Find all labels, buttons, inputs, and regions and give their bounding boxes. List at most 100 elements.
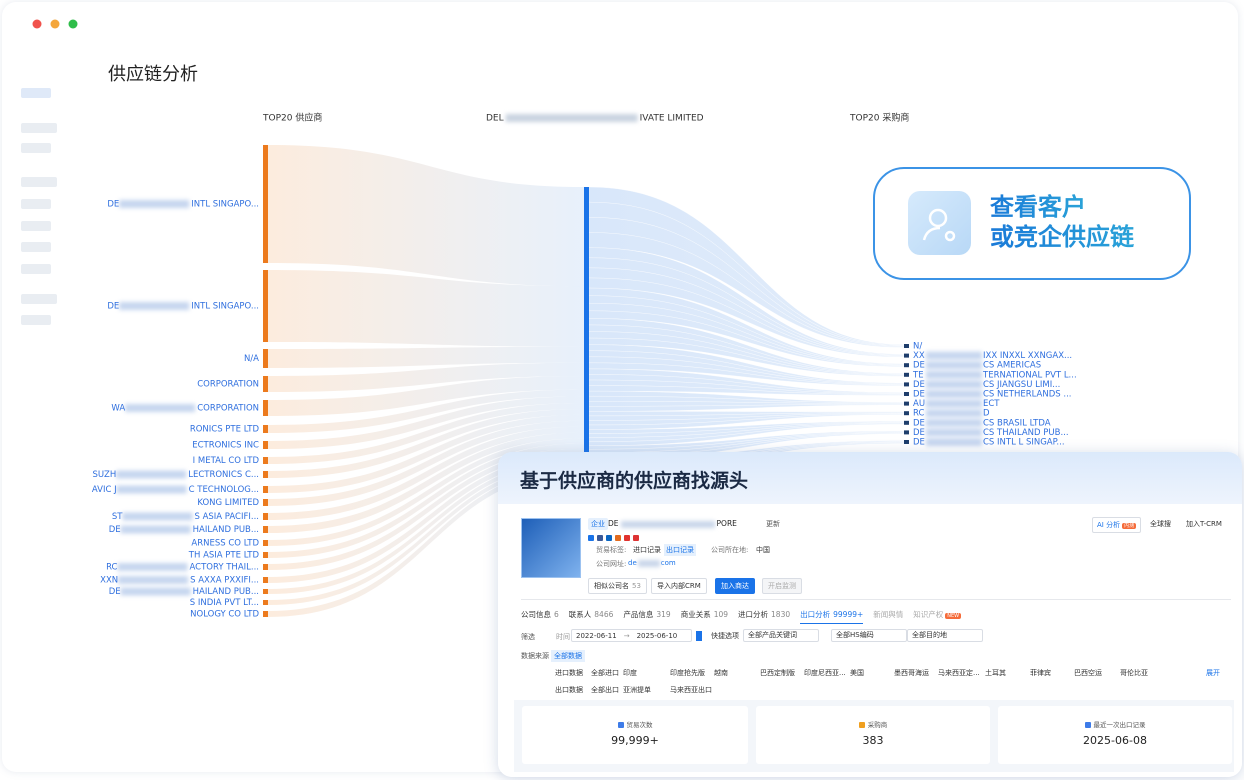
tab[interactable]: 进口分析 1830: [738, 609, 790, 624]
supplier-node: [263, 270, 268, 342]
field-label: 数据来源: [521, 652, 549, 660]
supplier-label: DE: [107, 302, 119, 312]
source-item[interactable]: 印度尼西亚...: [804, 669, 846, 677]
buyer-label: TERNATIONAL PVT L...: [982, 370, 1077, 380]
supplier-label: CORPORATION: [197, 404, 259, 414]
tab[interactable]: 新闻舆情: [873, 609, 903, 624]
source-item[interactable]: 菲律宾: [1030, 669, 1051, 677]
field-label: 公司所在地:: [711, 546, 749, 554]
source-item[interactable]: 印度: [623, 669, 637, 677]
source-item[interactable]: 亚洲提单: [623, 686, 651, 694]
supplier-label: RONICS PTE LTD: [190, 425, 260, 435]
supplier-label: INTL SINGAPO...: [191, 302, 259, 312]
buyer-node: [904, 411, 909, 416]
column-header: DEL: [486, 114, 504, 124]
icon-part: [928, 208, 948, 228]
supplier-node: [263, 349, 268, 368]
source-chip: 全部数据: [551, 650, 585, 662]
button[interactable]: 开启监测: [762, 578, 802, 594]
date: 2025-06-10: [636, 631, 678, 640]
expand-link[interactable]: 展开: [1206, 669, 1220, 677]
supplier-label: NOLOGY CO LTD: [190, 610, 259, 620]
tab-badge: NEW: [945, 613, 962, 619]
supplier-node: [263, 611, 268, 617]
supplier-label: HAILAND PUB...: [193, 525, 259, 535]
supplier-node: [263, 145, 268, 263]
supplier-label: XXN: [100, 576, 118, 586]
select[interactable]: 全部HS编码: [831, 629, 907, 642]
flow: [268, 466, 584, 617]
source-item[interactable]: 全部进口: [591, 669, 619, 677]
blurred-text: [120, 587, 191, 596]
blurred-text: [926, 361, 982, 370]
select[interactable]: 全部目的地: [907, 629, 983, 642]
supplier-label: RC: [106, 563, 117, 573]
flow: [268, 346, 584, 368]
flow: [268, 414, 584, 493]
blurred-text: [119, 200, 190, 208]
ai-button[interactable]: AI 分析 内测: [1092, 517, 1142, 533]
stat-icon: [858, 722, 865, 728]
card-title: 基于供应商的供应商找源头: [520, 470, 749, 492]
supplier-node: [263, 471, 268, 478]
flows: [268, 145, 905, 617]
company-name-suffix: PORE: [716, 519, 737, 528]
row-label: 进口数据: [555, 669, 583, 677]
tab-count: 109: [713, 610, 729, 619]
blurred-text: [620, 520, 715, 528]
flow: [268, 448, 584, 570]
source-item[interactable]: 全部出口: [591, 686, 619, 694]
tab-count: 99999+: [833, 610, 864, 619]
buyer-node: [904, 401, 909, 406]
supplier-label: TH ASIA PTE LTD: [188, 551, 260, 561]
select[interactable]: 全部产品关键词: [743, 629, 819, 642]
button[interactable]: 加入商达: [715, 578, 755, 594]
blurred-text: [926, 438, 982, 446]
source-item[interactable]: 巴西空运: [1074, 669, 1102, 677]
flow: [268, 420, 584, 506]
quick-options[interactable]: 快捷选项: [696, 631, 739, 641]
buyer-label: DE: [913, 418, 925, 428]
date-range[interactable]: 2022-06-11 → 2025-06-10: [571, 629, 692, 642]
source-item[interactable]: 马来西亚定...: [938, 669, 980, 677]
action-link[interactable]: 全球搜: [1150, 520, 1171, 528]
flow: [268, 270, 584, 347]
buyer-label: DE: [913, 390, 925, 400]
tab[interactable]: 商业关系 109: [681, 609, 728, 624]
flow: [268, 426, 584, 520]
source-item[interactable]: 哥伦比亚: [1120, 669, 1148, 677]
source-item[interactable]: 巴西定制版: [760, 669, 795, 677]
tab[interactable]: 产品信息 319: [623, 609, 670, 624]
social-icon: [588, 535, 594, 541]
source-item[interactable]: 印度抢先版: [670, 669, 705, 677]
field-value: de com: [628, 559, 676, 567]
blurred-text: [125, 404, 196, 412]
button[interactable]: 导入内部CRM: [651, 578, 707, 594]
source-item[interactable]: 马来西亚出口: [670, 686, 712, 694]
buyer-label: CS JIANGSU LIMI...: [983, 380, 1060, 390]
blurred-text: [120, 525, 191, 534]
source-item[interactable]: 越南: [714, 669, 728, 677]
icon-part: [944, 230, 956, 242]
source-item[interactable]: 土耳其: [985, 669, 1006, 677]
buyer-label: XX: [913, 351, 925, 361]
tab[interactable]: 出口分析 99999+: [800, 609, 864, 624]
tab-label: 联系人: [568, 610, 592, 619]
blurred-text: [926, 351, 982, 360]
buyer-label: CS NETHERLANDS ...: [983, 390, 1071, 400]
tab[interactable]: 公司信息 6: [521, 609, 559, 624]
source-item[interactable]: 墨西哥海运: [894, 669, 929, 677]
blurred-text: [117, 563, 188, 571]
tab[interactable]: 联系人 8466: [569, 609, 614, 624]
tab[interactable]: 知识产权 NEW: [913, 609, 962, 624]
source-item[interactable]: 美国: [850, 669, 864, 677]
center-node: [584, 187, 589, 472]
supplier-node: [263, 400, 268, 416]
blurred-text: [926, 409, 982, 418]
action-link[interactable]: 加入T-CRM: [1186, 520, 1222, 528]
flow: [268, 403, 584, 464]
buyer-label: CS INTL L SINGAP...: [983, 438, 1065, 448]
stat-icon: [1084, 722, 1091, 728]
button[interactable]: 相似公司名 53: [588, 578, 647, 594]
